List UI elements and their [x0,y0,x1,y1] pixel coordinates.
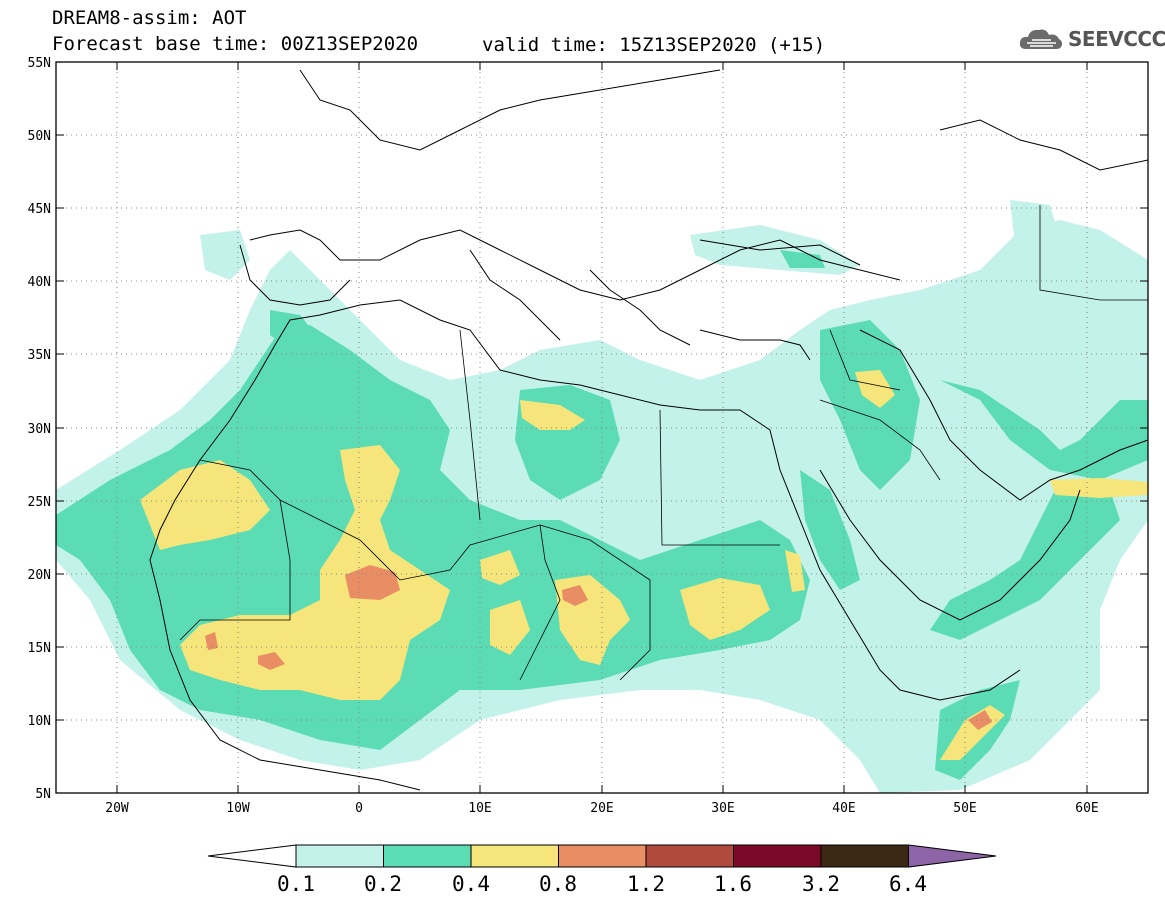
lat-label-35n: 35N [28,348,51,363]
colorbar-segment [733,844,822,868]
map-title: DREAM8-assim: AOT [52,7,247,29]
colorbar-segment [820,844,909,868]
lat-label-50n: 50N [28,129,51,144]
lon-label-40e: 40E [832,801,855,816]
colorbar-label-0-4: 0.4 [452,872,490,896]
colorbar-label-3-2: 3.2 [802,872,840,896]
lat-label-25n: 25N [28,495,51,510]
lat-label-40n: 40N [28,275,51,290]
colorbar [207,844,997,868]
colorbar-label-0-1: 0.1 [277,872,315,896]
lon-label-30e: 30E [711,801,734,816]
colorbar-label-1-6: 1.6 [714,872,752,896]
aot-layer-0-4 [140,370,1148,760]
lat-label-20n: 20N [28,568,51,583]
ticks [56,61,1148,794]
colorbar-segment [558,844,647,868]
colorbar-label-1-2: 1.2 [627,872,665,896]
forecast-base-time: Forecast base time: 00Z13SEP2020 [52,33,419,55]
colorbar-label-6-4: 6.4 [889,872,927,896]
colorbar-segment [295,844,384,868]
colorbar-segment [383,844,472,868]
colorbar-arrow-high [908,844,997,868]
lat-label-10n: 10N [28,714,51,729]
lon-label-60e: 60E [1075,801,1098,816]
lat-label-55n: 55N [28,56,51,71]
coastlines [149,69,1148,791]
colorbar-label-0-2: 0.2 [364,872,402,896]
lon-label-10w: 10W [226,801,250,816]
lon-label-10e: 10E [468,801,491,816]
lon-label-20w: 20W [105,801,129,816]
cloud-icon [1019,29,1063,49]
lon-label-50e: 50E [953,801,976,816]
logo-text: SEEVCCC [1068,27,1165,51]
lat-label-45n: 45N [28,202,51,217]
colorbar-segment [470,844,559,868]
borders [179,205,1148,681]
colorbar-arrow-low [207,844,297,868]
colorbar-label-0-8: 0.8 [539,872,577,896]
lat-label-30n: 30N [28,422,51,437]
seevccc-logo: SEEVCCC [1018,24,1165,54]
lon-labels: 20W 10W 0 10E 20E 30E 40E 50E 60E [105,801,1098,816]
lat-labels: 55N 50N 45N 40N 35N 30N 25N 20N 15N 10N … [28,56,51,802]
lat-label-15n: 15N [28,641,51,656]
lat-label-5n: 5N [35,787,51,802]
lon-label-0: 0 [355,801,363,816]
colorbar-segment [645,844,734,868]
lon-label-20e: 20E [590,801,613,816]
valid-time: valid time: 15Z13SEP2020 (+15) [482,34,826,56]
graticule [56,62,1148,793]
